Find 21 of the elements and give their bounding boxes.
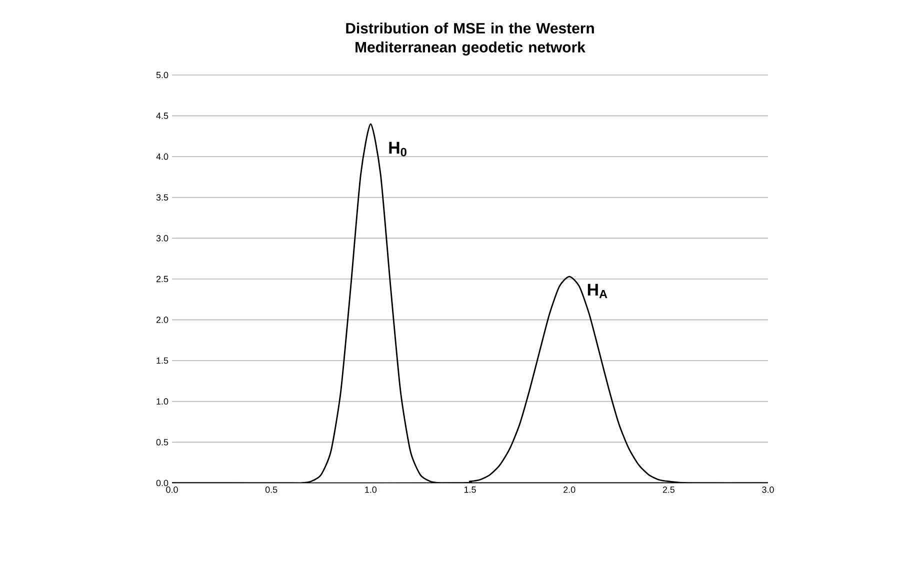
y-tick-label: 4.0 (156, 153, 168, 160)
y-tick-label: 0.5 (156, 439, 168, 446)
x-tick-label: 2.5 (662, 486, 675, 493)
x-tick-label: 0.0 (166, 486, 178, 493)
y-tick-label: 3.0 (156, 235, 168, 242)
series-label: H$_{A}$ (588, 284, 608, 298)
series-label: H$_{0}$ (389, 142, 406, 156)
chart-title: Distribution of MSE in the Western Mediterranean geodetic network (346, 22, 594, 56)
y-tick-label: 0.0 (156, 480, 168, 486)
x-tick-label: 3.0 (762, 486, 774, 493)
y-tick-label: 3.5 (156, 194, 168, 201)
y-tick-label: 5.0 (156, 72, 168, 78)
y-tick-label: 4.5 (156, 112, 168, 119)
y-tick-label: 2.0 (156, 316, 168, 323)
x-tick-label: 1.5 (464, 486, 476, 493)
y-tick-label: 2.5 (156, 276, 168, 282)
x-tick-label: 0.5 (265, 486, 278, 493)
y-tick-label: 1.0 (156, 398, 168, 405)
x-tick-label: 1.0 (365, 486, 377, 493)
x-tick-label: 2.0 (564, 486, 576, 493)
y-tick-label: 1.5 (156, 357, 168, 364)
